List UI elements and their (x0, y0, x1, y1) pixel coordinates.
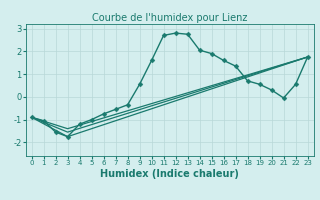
Title: Courbe de l'humidex pour Lienz: Courbe de l'humidex pour Lienz (92, 13, 247, 23)
X-axis label: Humidex (Indice chaleur): Humidex (Indice chaleur) (100, 169, 239, 179)
